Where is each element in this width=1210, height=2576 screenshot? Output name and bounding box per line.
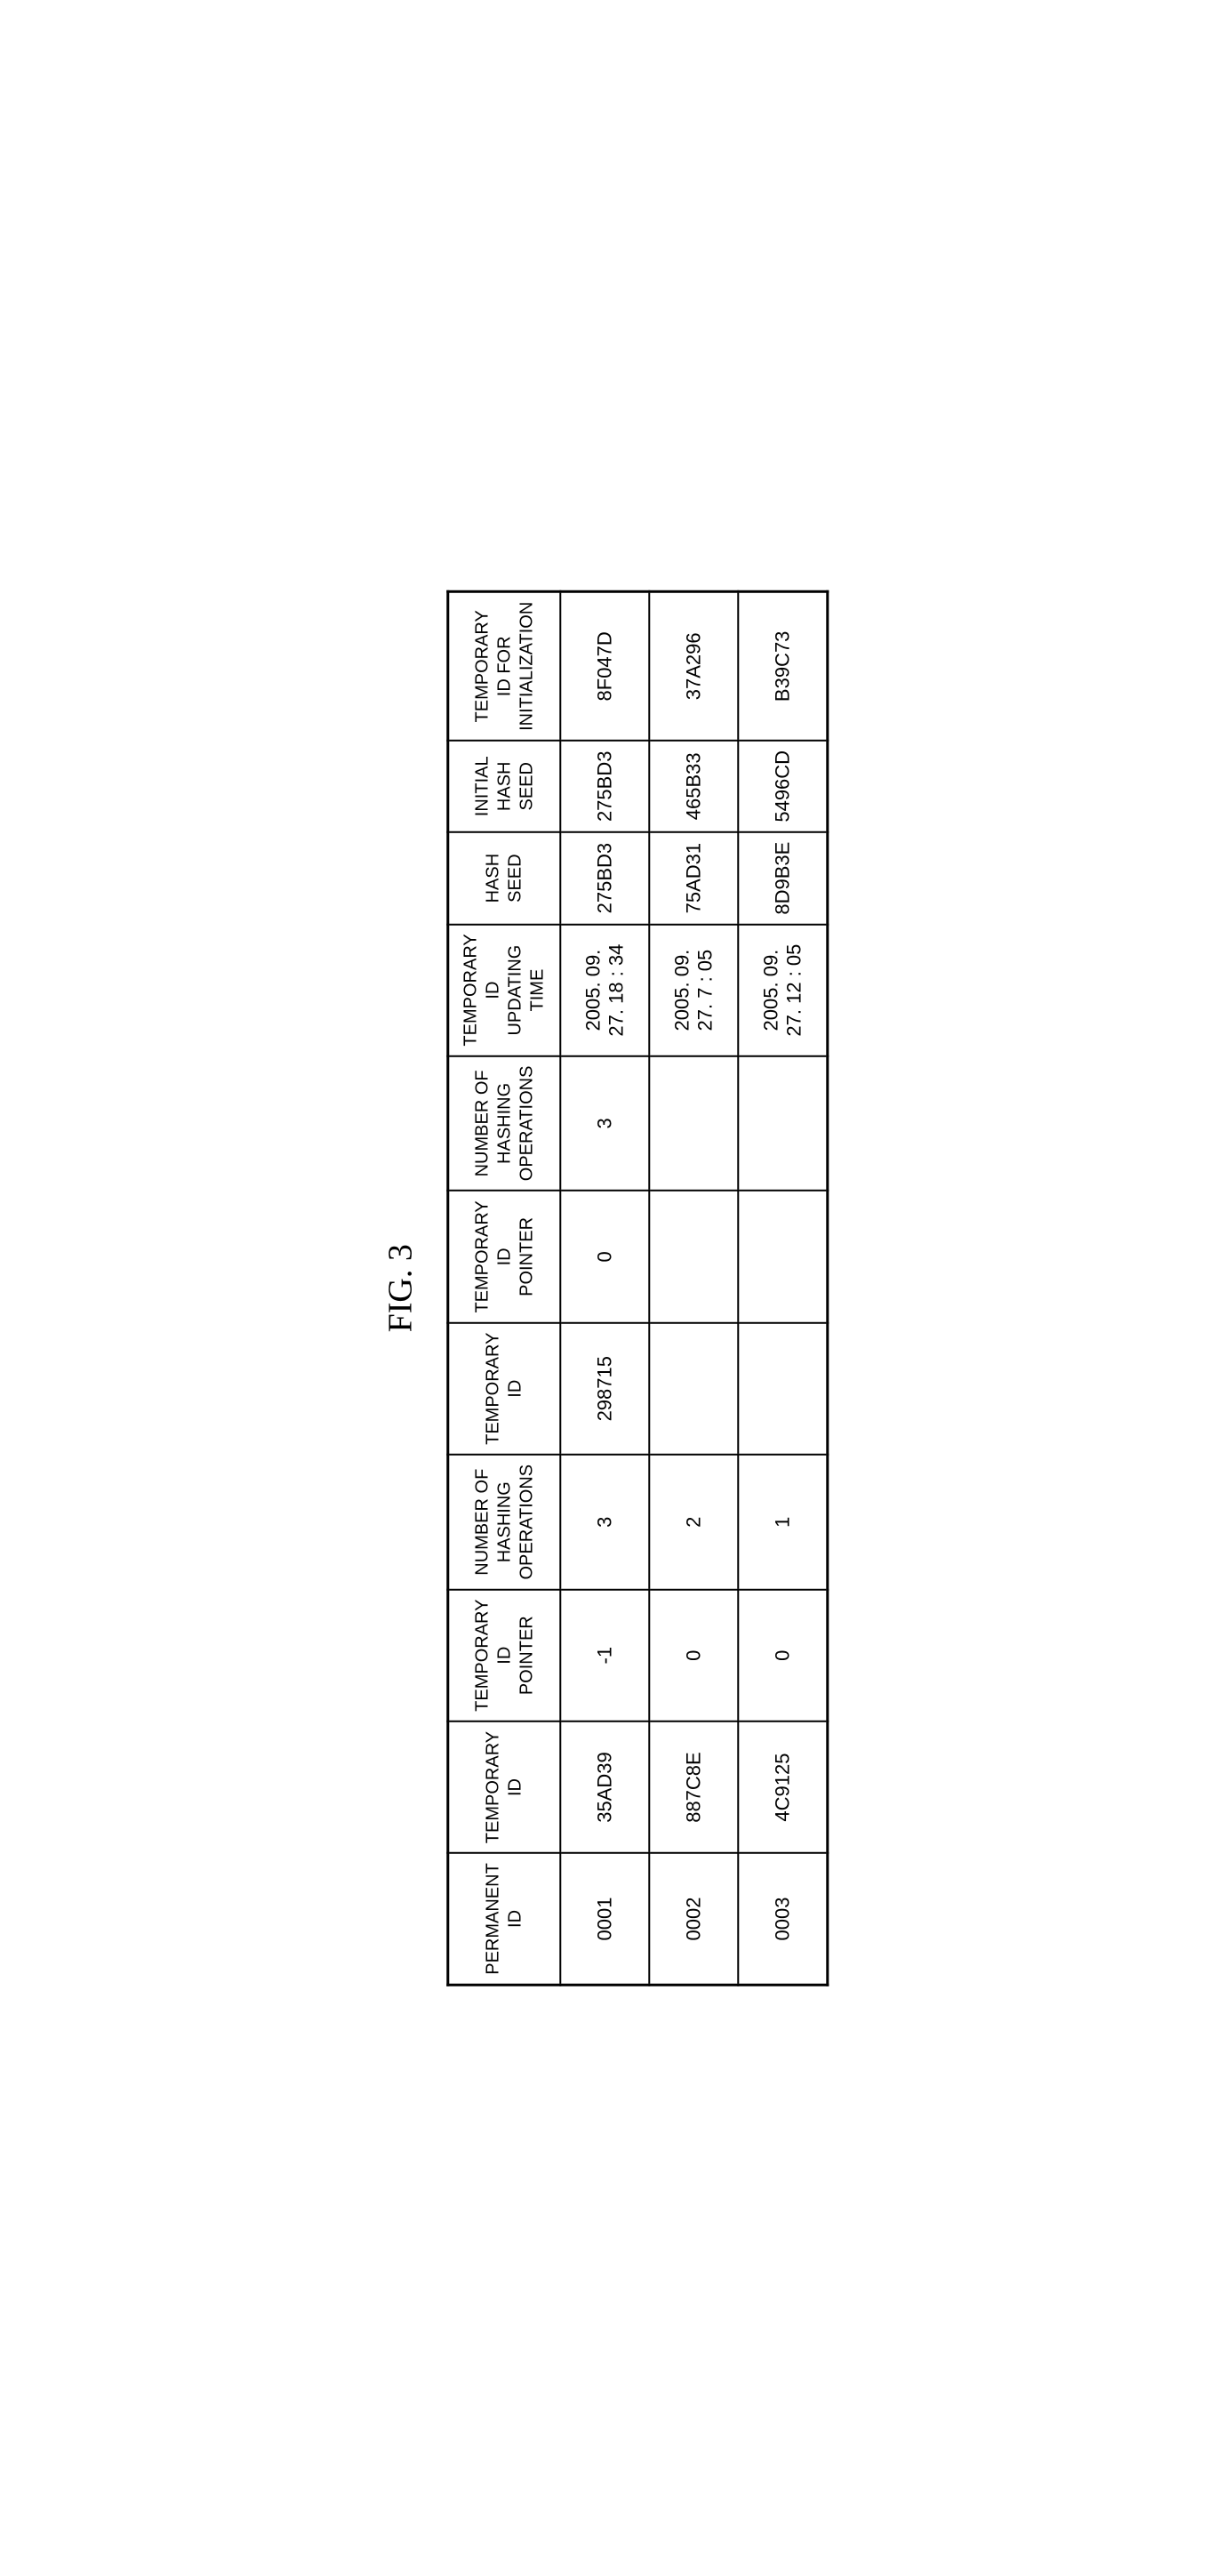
cell-temp-ptr-2: 0 [561, 1191, 650, 1322]
cell-temp-ptr-1: 0 [650, 1589, 739, 1721]
cell-perm-id: 0002 [650, 1853, 739, 1985]
page-wrapper: FIG. 3 PERMANENTID TEMPORARYID TEMPORARY… [381, 590, 829, 1986]
cell-temp-id-init: B39C73 [739, 591, 828, 741]
table-row: 0002 887C8E 0 2 2005. 09. 27. 7 : 05 75A… [650, 591, 739, 1985]
cell-temp-ptr-1: -1 [561, 1589, 650, 1721]
header-temp-id-init: TEMPORARYID FORINITIALIZATION [448, 591, 561, 741]
cell-init-hash-seed: 465B33 [650, 741, 739, 832]
cell-temp-id-init: 37A296 [650, 591, 739, 741]
cell-update-time: 2005. 09. 27. 12 : 05 [739, 924, 828, 1055]
cell-temp-id-2 [650, 1322, 739, 1454]
header-row: PERMANENTID TEMPORARYID TEMPORARYIDPOINT… [448, 591, 561, 1985]
header-hashing-ops-2: NUMBER OFHASHINGOPERATIONS [448, 1055, 561, 1191]
header-initial-hash-seed: INITIALHASH SEED [448, 741, 561, 832]
cell-temp-id-init: 8F047D [561, 591, 650, 741]
header-hashing-ops-1: NUMBER OFHASHINGOPERATIONS [448, 1455, 561, 1590]
cell-temp-ptr-2 [650, 1191, 739, 1322]
cell-hash-ops-2 [739, 1055, 828, 1191]
header-hash-seed: HASH SEED [448, 831, 561, 924]
header-permanent-id: PERMANENTID [448, 1853, 561, 1985]
header-updating-time: TEMPORARY IDUPDATING TIME [448, 924, 561, 1055]
cell-temp-ptr-1: 0 [739, 1589, 828, 1721]
cell-temp-id-1: 887C8E [650, 1721, 739, 1853]
cell-hash-ops-2: 3 [561, 1055, 650, 1191]
cell-hash-seed: 275BD3 [561, 831, 650, 924]
cell-hash-seed: 75AD31 [650, 831, 739, 924]
header-temporary-id-pointer-1: TEMPORARYIDPOINTER [448, 1589, 561, 1721]
cell-hash-seed: 8D9B3E [739, 831, 828, 924]
cell-temp-ptr-2 [739, 1191, 828, 1322]
cell-update-time: 2005. 09. 27. 7 : 05 [650, 924, 739, 1055]
cell-update-time: 2005. 09. 27. 18 : 34 [561, 924, 650, 1055]
table-row: 0001 35AD39 -1 3 298715 0 3 2005. 09. 27… [561, 591, 650, 1985]
cell-hash-ops-1: 1 [739, 1455, 828, 1590]
header-temporary-id-pointer-2: TEMPORARYIDPOINTER [448, 1191, 561, 1322]
header-temporary-id-1: TEMPORARYID [448, 1721, 561, 1853]
cell-perm-id: 0001 [561, 1853, 650, 1985]
cell-temp-id-1: 4C9125 [739, 1721, 828, 1853]
header-temporary-id-2: TEMPORARYID [448, 1322, 561, 1454]
cell-temp-id-2: 298715 [561, 1322, 650, 1454]
figure-title: FIG. 3 [381, 590, 421, 1986]
cell-perm-id: 0003 [739, 1853, 828, 1985]
cell-hash-ops-2 [650, 1055, 739, 1191]
table-row: 0003 4C9125 0 1 2005. 09. 27. 12 : 05 8D… [739, 591, 828, 1985]
cell-hash-ops-1: 3 [561, 1455, 650, 1590]
data-table: PERMANENTID TEMPORARYID TEMPORARYIDPOINT… [447, 590, 829, 1986]
cell-temp-id-2 [739, 1322, 828, 1454]
cell-hash-ops-1: 2 [650, 1455, 739, 1590]
cell-init-hash-seed: 5496CD [739, 741, 828, 832]
table-body: 0001 35AD39 -1 3 298715 0 3 2005. 09. 27… [561, 591, 828, 1985]
cell-init-hash-seed: 275BD3 [561, 741, 650, 832]
cell-temp-id-1: 35AD39 [561, 1721, 650, 1853]
